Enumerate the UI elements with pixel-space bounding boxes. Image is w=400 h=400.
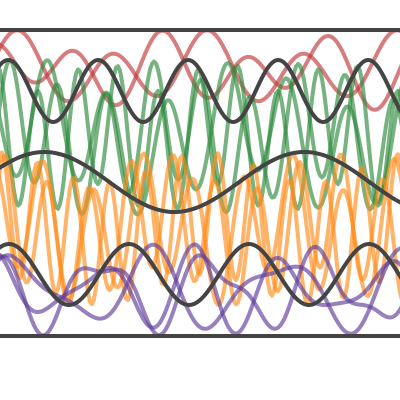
wave-line	[0, 58, 400, 217]
wave-line	[0, 28, 400, 112]
dark-wave	[0, 58, 400, 124]
dark-wave	[0, 150, 400, 214]
wave-line	[0, 151, 400, 307]
dark-wave	[0, 242, 400, 307]
wave-line	[0, 242, 400, 336]
wave-line	[0, 242, 400, 336]
wave-line	[0, 150, 400, 307]
